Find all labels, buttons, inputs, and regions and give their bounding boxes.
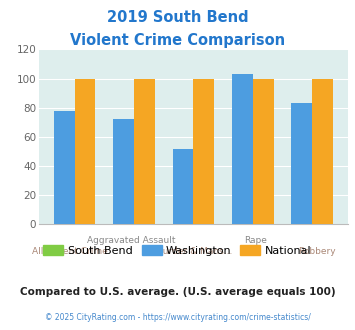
Bar xyxy=(193,79,214,224)
Text: Compared to U.S. average. (U.S. average equals 100): Compared to U.S. average. (U.S. average … xyxy=(20,287,335,297)
Text: Violent Crime Comparison: Violent Crime Comparison xyxy=(70,33,285,48)
Text: Rape: Rape xyxy=(244,236,267,245)
Legend: South Bend, Washington, National: South Bend, Washington, National xyxy=(39,241,316,260)
Bar xyxy=(253,79,274,224)
Bar xyxy=(134,79,155,224)
Text: All Violent Crime: All Violent Crime xyxy=(32,248,108,256)
Text: 2019 South Bend: 2019 South Bend xyxy=(107,10,248,25)
Text: Aggravated Assault: Aggravated Assault xyxy=(87,236,176,245)
Bar xyxy=(54,111,75,224)
Bar xyxy=(173,148,193,224)
Text: © 2025 CityRating.com - https://www.cityrating.com/crime-statistics/: © 2025 CityRating.com - https://www.city… xyxy=(45,313,310,322)
Bar xyxy=(232,74,253,224)
Bar xyxy=(312,79,333,224)
Bar xyxy=(291,103,312,224)
Text: Murder & Mans...: Murder & Mans... xyxy=(155,248,232,256)
Bar xyxy=(113,119,134,224)
Bar xyxy=(75,79,95,224)
Text: Robbery: Robbery xyxy=(298,248,336,256)
